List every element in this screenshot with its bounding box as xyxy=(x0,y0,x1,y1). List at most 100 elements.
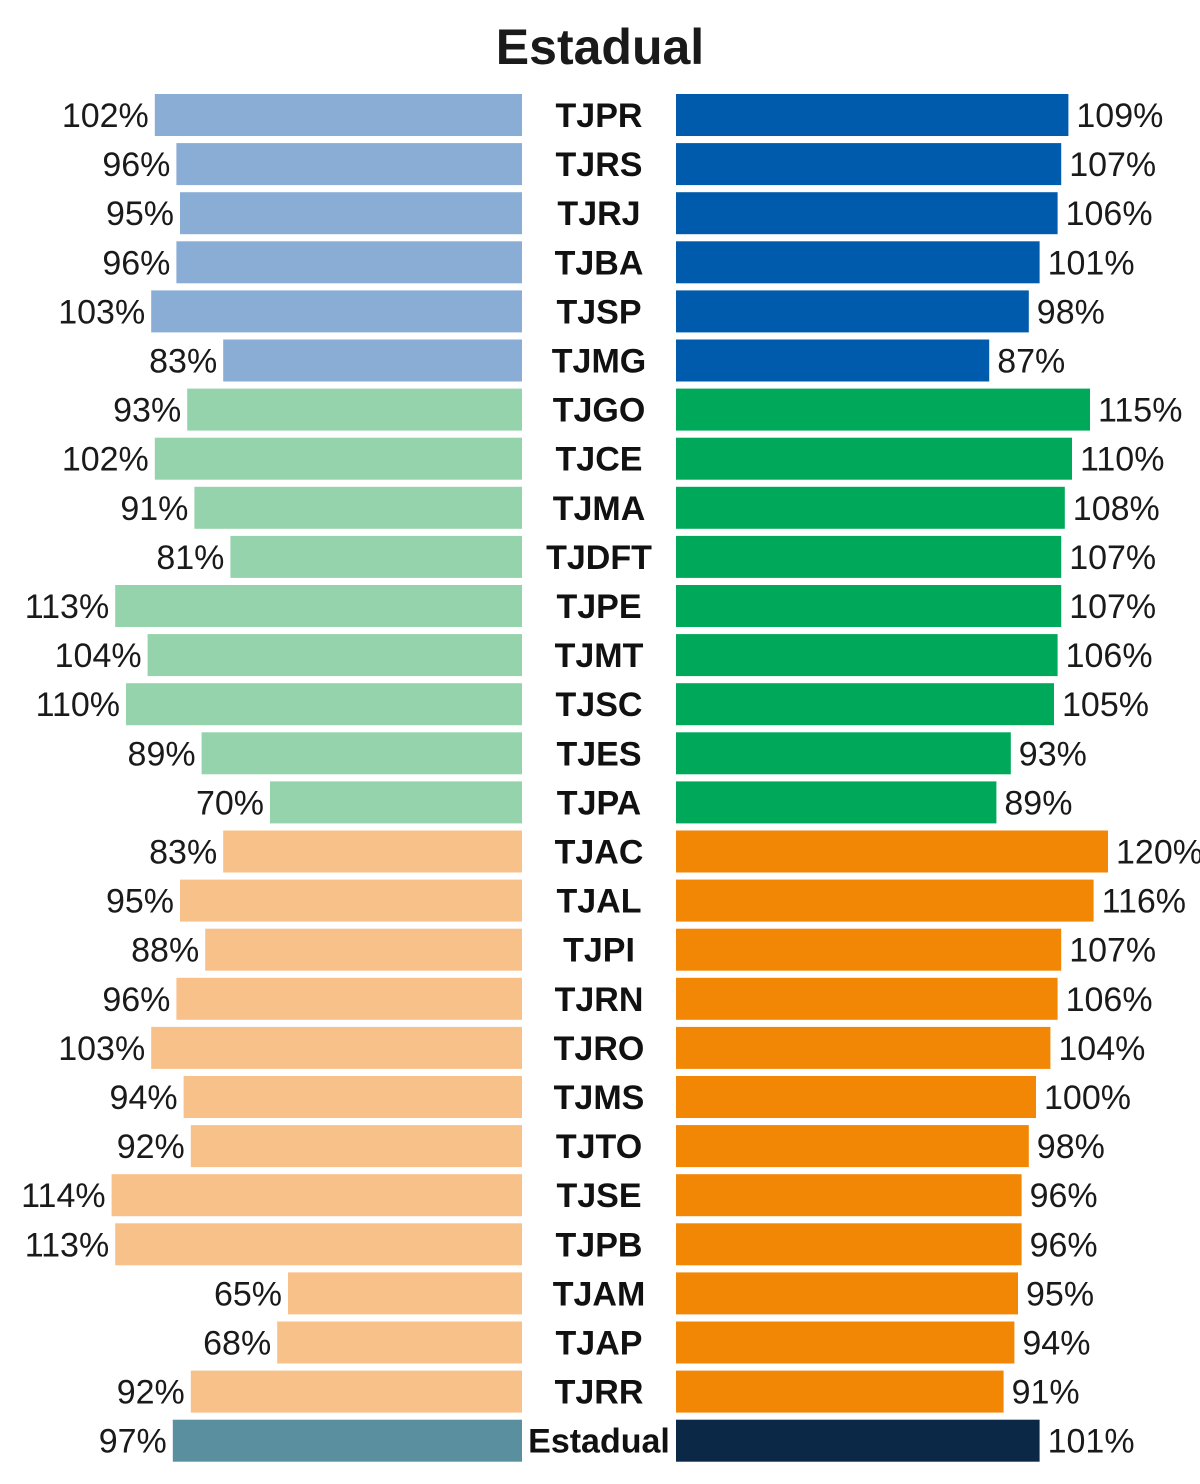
left-value-label-tjes: 89% xyxy=(128,735,196,773)
category-label-tjmg: TJMG xyxy=(552,343,646,381)
chart-title: Estadual xyxy=(496,19,704,75)
category-label-tjpr: TJPR xyxy=(556,97,643,135)
left-value-label-tjrs: 96% xyxy=(102,146,170,184)
right-bar-tjto xyxy=(676,1125,1029,1168)
left-bar-tjrr xyxy=(190,1370,523,1413)
right-bar-tjpi xyxy=(676,928,1062,971)
right-value-label-tjal: 116% xyxy=(1102,883,1186,921)
category-label-tjpe: TJPE xyxy=(556,588,641,626)
left-value-label-tjpb: 113% xyxy=(25,1226,109,1264)
right-value-label-tjdft: 107% xyxy=(1069,539,1156,577)
left-bar-tjpi xyxy=(205,928,522,971)
category-label-tjpi: TJPI xyxy=(563,932,635,970)
left-value-label-tjal: 95% xyxy=(106,883,174,921)
right-bar-tjam xyxy=(676,1272,1018,1315)
left-bar-tjac xyxy=(223,830,522,873)
right-bar-tjdft xyxy=(676,535,1062,578)
right-bar-tjmg xyxy=(676,339,990,382)
right-value-label-tjam: 95% xyxy=(1026,1275,1094,1313)
left-value-label-tjsc: 110% xyxy=(36,686,120,724)
left-bar-tjap xyxy=(277,1321,522,1364)
right-value-label-tjto: 98% xyxy=(1037,1128,1105,1166)
left-bar-tjma xyxy=(194,486,522,529)
category-label-tjdft: TJDFT xyxy=(546,539,652,577)
right-value-label-tjpr: 109% xyxy=(1076,97,1163,135)
left-bar-tjes xyxy=(201,732,522,775)
left-value-label-tjdft: 81% xyxy=(156,539,224,577)
category-label-tjsc: TJSC xyxy=(556,686,643,724)
category-label-tjal: TJAL xyxy=(557,883,642,921)
right-value-label-tjce: 110% xyxy=(1080,441,1164,479)
right-bar-tjpb xyxy=(676,1223,1022,1266)
right-bar-tjma xyxy=(676,486,1065,529)
left-value-label-tjpr: 102% xyxy=(62,97,149,135)
right-bar-tjro xyxy=(676,1026,1051,1069)
category-label-tjce: TJCE xyxy=(556,441,643,479)
category-label-tjes: TJES xyxy=(556,735,641,773)
right-value-label-tjpe: 107% xyxy=(1069,588,1156,626)
category-label-tjba: TJBA xyxy=(555,244,644,282)
left-value-label-tjse: 114% xyxy=(21,1177,105,1215)
right-value-label-tjse: 96% xyxy=(1030,1177,1098,1215)
right-value-label-tjmg: 87% xyxy=(997,343,1065,381)
left-bar-tjto xyxy=(190,1125,523,1168)
left-value-label-tjpe: 113% xyxy=(25,588,109,626)
category-label-tjse: TJSE xyxy=(556,1177,641,1215)
left-bar-tjam xyxy=(288,1272,522,1315)
right-value-label-tjgo: 115% xyxy=(1098,392,1182,430)
left-bar-tjpa xyxy=(270,781,522,824)
right-bar-tjce xyxy=(676,437,1072,480)
left-bar-tjba xyxy=(176,241,522,284)
right-value-label-tjsc: 105% xyxy=(1062,686,1149,724)
left-bar-estadual xyxy=(172,1419,523,1462)
right-bar-tjsc xyxy=(676,683,1054,726)
right-bar-tjpr xyxy=(676,94,1069,136)
left-bar-tjse xyxy=(111,1174,522,1217)
left-value-label-tjba: 96% xyxy=(102,244,170,282)
right-bar-tjap xyxy=(676,1321,1015,1364)
left-bar-tjpb xyxy=(115,1223,522,1266)
left-bar-tjal xyxy=(180,879,522,922)
left-bar-tjce xyxy=(154,437,523,480)
right-value-label-tjap: 94% xyxy=(1022,1325,1090,1363)
left-bar-tjro xyxy=(151,1026,522,1069)
right-bar-tjrr xyxy=(676,1370,1004,1413)
right-bar-tjms xyxy=(676,1076,1036,1118)
right-bar-tjse xyxy=(676,1174,1022,1217)
right-bar-estadual xyxy=(676,1419,1040,1462)
right-value-label-tjrr: 91% xyxy=(1012,1374,1080,1412)
left-value-label-tjam: 65% xyxy=(214,1275,282,1313)
left-bar-tjpr xyxy=(154,94,523,136)
category-label-tjrs: TJRS xyxy=(556,146,643,184)
left-value-label-tjsp: 103% xyxy=(58,293,145,331)
left-bar-tjgo xyxy=(187,388,522,431)
right-value-label-tjac: 120% xyxy=(1116,834,1200,872)
left-value-label-tjpa: 70% xyxy=(196,784,264,822)
right-bar-tjpa xyxy=(676,781,997,824)
right-value-label-tjpi: 107% xyxy=(1069,932,1156,970)
left-bar-tjdft xyxy=(230,535,522,578)
right-bar-tjgo xyxy=(676,388,1090,431)
left-bar-tjrj xyxy=(180,192,522,235)
left-bar-tjrn xyxy=(176,977,522,1020)
right-value-label-tjrn: 106% xyxy=(1066,981,1153,1019)
category-label-tjmt: TJMT xyxy=(555,637,644,675)
left-value-label-estadual: 97% xyxy=(99,1423,167,1461)
right-bar-tjrs xyxy=(676,143,1062,186)
left-value-label-tjms: 94% xyxy=(110,1079,178,1117)
category-label-tjrr: TJRR xyxy=(555,1374,644,1412)
left-value-label-tjrr: 92% xyxy=(117,1374,185,1412)
right-value-label-tjrj: 106% xyxy=(1066,195,1153,233)
right-value-label-estadual: 101% xyxy=(1048,1423,1135,1461)
category-label-tjma: TJMA xyxy=(553,490,646,528)
right-value-label-tjma: 108% xyxy=(1073,490,1160,528)
right-value-label-tjms: 100% xyxy=(1044,1079,1131,1117)
right-value-label-tjba: 101% xyxy=(1048,244,1135,282)
left-value-label-tjac: 83% xyxy=(149,834,217,872)
left-value-label-tjro: 103% xyxy=(58,1030,145,1068)
right-value-label-tjpa: 89% xyxy=(1004,784,1072,822)
left-bar-tjmt xyxy=(147,634,522,677)
right-bar-tjsp xyxy=(676,290,1029,333)
bars-group: TJPR 102% 109% TJRS 96% 107% TJRJ 95% 106% TJBA 96… xyxy=(21,94,1200,1462)
right-value-label-tjpb: 96% xyxy=(1030,1226,1098,1264)
